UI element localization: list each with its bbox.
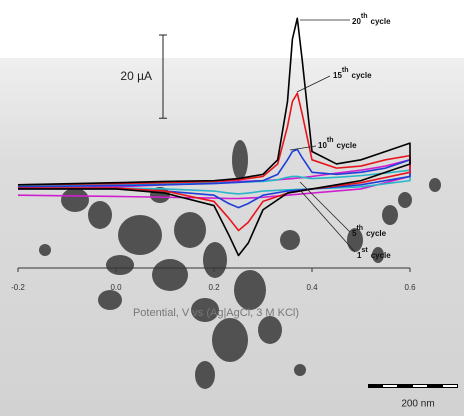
particle	[234, 270, 266, 310]
x-tick-label: -0.2	[11, 283, 25, 292]
cycle-suffix: th	[327, 137, 334, 144]
particle	[98, 290, 122, 310]
particle	[152, 259, 188, 291]
scale-bar-stripe	[383, 385, 397, 387]
particle	[39, 244, 51, 256]
particle	[429, 178, 441, 192]
cycle-suffix: st	[361, 247, 368, 254]
image-scale-bar	[368, 384, 458, 388]
cycle-suffix: th	[342, 67, 349, 74]
tem-image	[0, 58, 464, 416]
current-scale-label: 20 µA	[120, 69, 152, 83]
x-tick-label: 0.6	[404, 283, 416, 292]
particle	[258, 316, 282, 344]
particle	[232, 140, 248, 180]
x-axis-label: Potential, V vs (Ag|AgCl, 3 M KCl)	[133, 307, 299, 319]
cycle-suffix: th	[356, 225, 363, 232]
particle	[61, 188, 89, 212]
particle	[398, 192, 412, 208]
particle	[203, 242, 227, 278]
chart: Potential, V vs (Ag|AgCl, 3 M KCl) 200 n…	[0, 0, 464, 416]
particle	[294, 364, 306, 376]
scale-bar-stripe	[443, 385, 457, 387]
particle	[118, 215, 162, 255]
image-scale-label: 200 nm	[401, 399, 434, 410]
particle	[280, 230, 300, 250]
cycle-word: cycle	[366, 229, 387, 238]
x-tick-label: 0.4	[306, 283, 318, 292]
x-tick-label: 0.2	[208, 283, 220, 292]
particle	[195, 361, 215, 389]
cycle-word: cycle	[352, 71, 373, 80]
scale-bar-stripe	[413, 385, 427, 387]
particle	[382, 205, 398, 225]
cycle-word: cycle	[371, 17, 392, 26]
cycle-suffix: th	[361, 13, 368, 20]
particle	[106, 255, 134, 275]
particle	[212, 318, 248, 362]
particle	[174, 212, 206, 248]
particle	[88, 201, 112, 229]
x-tick-label: 0.0	[110, 283, 122, 292]
cycle-word: cycle	[337, 141, 358, 150]
cycle-word: cycle	[371, 251, 392, 260]
